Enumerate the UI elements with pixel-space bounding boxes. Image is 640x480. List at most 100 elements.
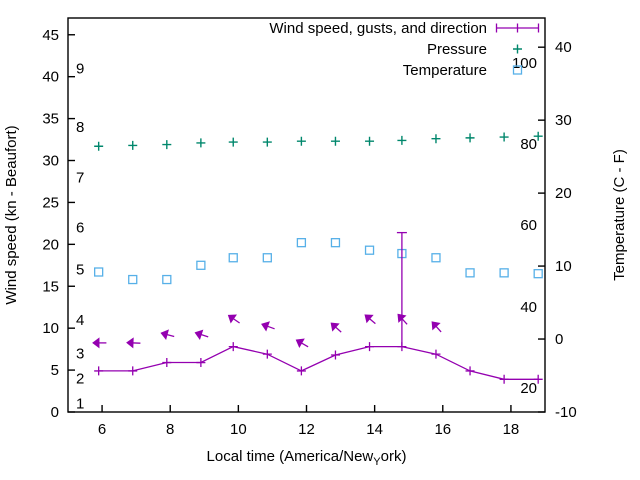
legend-marker-pressure	[513, 44, 522, 54]
pressure-point	[397, 135, 407, 145]
beaufort-label-3: 3	[76, 345, 84, 362]
ytick-right-0: 0	[555, 331, 563, 348]
ytick-right-40: 40	[555, 39, 572, 56]
pressure-point	[499, 132, 509, 142]
temperature-point	[94, 267, 104, 277]
beaufort-label-9: 9	[76, 60, 84, 77]
pressure-point	[533, 131, 543, 141]
wind-arrow-head	[295, 338, 305, 349]
temperature-point	[330, 238, 341, 248]
beaufort-label-4: 4	[76, 312, 84, 329]
temperature-point	[431, 253, 441, 263]
wind-speed-point	[465, 366, 475, 376]
ytick-right-10: 10	[555, 258, 572, 275]
wind-arrow-head	[397, 313, 407, 323]
wind-speed-point	[296, 366, 306, 376]
ytick-right-20: 20	[555, 185, 572, 202]
wind-arrow-head	[92, 337, 100, 349]
xtick-6: 6	[98, 421, 106, 438]
wind-arrow-head	[227, 314, 237, 324]
beaufort-label-6: 6	[76, 220, 84, 237]
wind-speed-line	[98, 345, 539, 380]
ytick-right--10: -10	[555, 404, 577, 421]
temperature-point	[364, 245, 375, 255]
wind-speed-point	[330, 350, 340, 360]
temperature-point	[162, 274, 172, 285]
temperature-point	[465, 268, 475, 278]
ytick-left-20: 20	[42, 236, 59, 253]
fahrenheit-label-40: 40	[520, 299, 537, 316]
wind-speed-point	[499, 374, 509, 384]
legend-label-1: Pressure	[427, 41, 487, 58]
xtick-14: 14	[366, 421, 383, 438]
wind-direction-arrows	[92, 313, 442, 349]
pressure-point	[431, 134, 441, 144]
ytick-left-0: 0	[51, 404, 59, 421]
beaufort-label-7: 7	[76, 169, 84, 186]
wind-speed-point	[365, 342, 375, 352]
wind-speed-point	[162, 358, 172, 368]
ytick-left-5: 5	[51, 362, 59, 379]
wind-arrow-head	[261, 321, 270, 332]
data-series	[92, 131, 543, 384]
pressure-point	[262, 137, 272, 147]
pressure-point	[196, 138, 206, 148]
wind-arrow-head	[160, 329, 169, 341]
beaufort-label-5: 5	[76, 261, 84, 278]
pressure-point	[296, 136, 306, 146]
pressure-series	[94, 131, 543, 151]
ytick-right-30: 30	[555, 112, 572, 129]
ytick-left-30: 30	[42, 153, 59, 170]
legend-label-0: Wind speed, gusts, and direction	[269, 20, 487, 37]
wind-speed-point	[228, 342, 238, 352]
pressure-point	[228, 137, 238, 147]
wind-speed-point	[196, 358, 206, 368]
wind-arrow-head	[194, 329, 204, 341]
wind-speed-point	[128, 366, 138, 376]
pressure-point	[128, 140, 138, 150]
wind-speed-point	[431, 349, 441, 359]
axis-ticks	[68, 34, 545, 413]
ytick-left-40: 40	[42, 69, 59, 86]
wind-speed-point	[262, 349, 272, 359]
xtick-18: 18	[503, 421, 520, 438]
xtick-8: 8	[166, 421, 174, 438]
legend-marker-temperature	[512, 65, 523, 75]
pressure-point	[94, 141, 104, 151]
wind-speed-series	[94, 231, 543, 384]
ytick-left-45: 45	[42, 27, 59, 44]
temperature-point	[296, 238, 307, 248]
temperature-point	[533, 269, 543, 279]
fahrenheit-label-20: 20	[520, 380, 537, 397]
temperature-point	[499, 268, 509, 278]
pressure-point	[330, 136, 340, 146]
ytick-left-35: 35	[42, 111, 59, 128]
wind-speed-point	[94, 366, 104, 376]
fahrenheit-label-60: 60	[520, 217, 537, 234]
wind-speed-point	[533, 374, 543, 384]
pressure-point	[365, 136, 375, 146]
beaufort-label-2: 2	[76, 370, 84, 387]
temperature-point	[128, 274, 138, 285]
y-axis-right-title: Temperature (C - F)	[611, 149, 628, 281]
legend: Wind speed, gusts, and direction Pressure…	[269, 20, 540, 79]
pressure-point	[162, 140, 172, 150]
wind-arrow-head	[126, 337, 134, 349]
beaufort-label-8: 8	[76, 119, 84, 136]
axis-titles: Wind speed (kn - Beaufort) Temperature (C…	[3, 125, 628, 468]
wind-arrow-head	[431, 321, 441, 331]
temperature-point	[228, 253, 238, 263]
xtick-10: 10	[230, 421, 247, 438]
xtick-16: 16	[434, 421, 451, 438]
y-axis-left-title: Wind speed (kn - Beaufort)	[3, 125, 20, 304]
fahrenheit-label-80: 80	[520, 136, 537, 153]
ytick-left-10: 10	[42, 320, 59, 337]
ytick-left-15: 15	[42, 278, 59, 295]
xtick-12: 12	[298, 421, 315, 438]
inner-scale-labels: 1 2 3 4 5 6 7 8 9 20 40 60 80 100	[76, 55, 537, 412]
beaufort-label-1: 1	[76, 396, 84, 413]
pressure-point	[465, 133, 475, 143]
temperature-point	[196, 260, 206, 270]
